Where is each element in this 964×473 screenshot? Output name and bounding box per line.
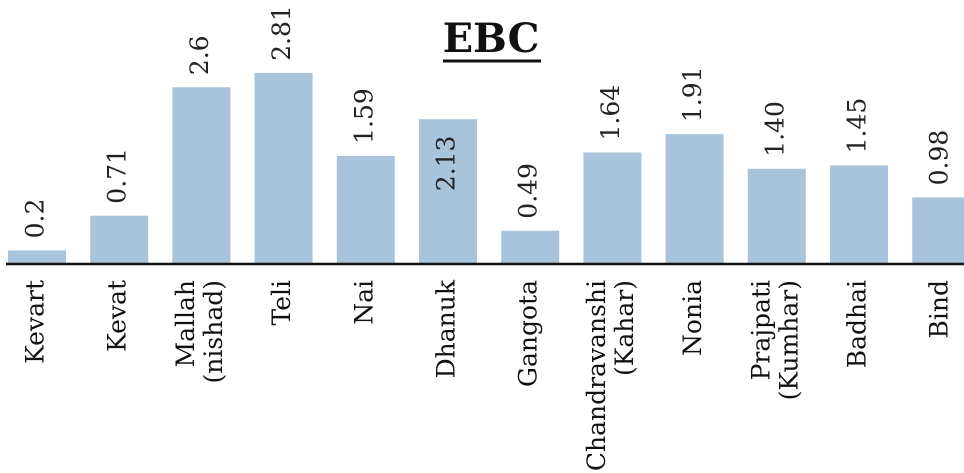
- category-labels-group: Kevart Kevat Mallah (nishad) Teli Nai Dhanuk Ga…: [21, 279, 954, 471]
- value-labels-group: 0.2 0.71 2.6 2.81 1.59 2.13 0.49 1.64 1.91 1.40 1.…: [21, 5, 954, 238]
- value-label-kevart: 0.2: [21, 199, 50, 239]
- bar-kevat: [90, 215, 149, 264]
- value-label-prajpati-kumhar: 1.40: [760, 101, 789, 157]
- bar-badhai: [830, 165, 888, 264]
- category-label-prajpati-kumhar-line-2: (Kumhar): [774, 280, 803, 400]
- bar-chandravanshi-kahar: [583, 152, 642, 264]
- value-label-kevat: 0.71: [103, 148, 132, 204]
- bar-teli: [254, 72, 313, 265]
- value-label-nonia: 1.91: [678, 66, 707, 122]
- chart-title: EBC: [443, 15, 540, 62]
- bar-kevart: [8, 250, 66, 264]
- category-label-mallah-nishad-line-2: (nishad): [199, 280, 228, 383]
- category-label-gangota: Gangota: [514, 280, 543, 387]
- value-label-chandravanshi-kahar: 1.64: [596, 85, 625, 141]
- bar-nonia: [665, 134, 724, 264]
- bar-gangota: [501, 230, 560, 264]
- value-label-nai: 1.59: [349, 88, 378, 144]
- category-label-mallah-nishad-line-1: Mallah: [171, 280, 200, 368]
- category-label-prajpati-kumhar-line-1: Prajpati: [746, 280, 775, 380]
- bar-dhanuk: [419, 119, 477, 264]
- category-label-chandravanshi-kahar-line-1: Chandravanshi: [582, 280, 611, 471]
- category-label-kevart: Kevart: [21, 280, 50, 364]
- category-label-kevat: Kevat: [103, 280, 132, 352]
- bar-nai: [336, 155, 395, 264]
- bar-mallah-nishad: [172, 87, 231, 264]
- value-label-teli: 2.81: [267, 5, 296, 61]
- value-label-gangota: 0.49: [514, 163, 543, 219]
- category-label-dhanuk: Dhanuk: [432, 279, 461, 378]
- category-label-bind: Bind: [925, 280, 954, 338]
- value-label-dhanuk: 2.13: [432, 136, 461, 192]
- value-label-badhai: 1.45: [843, 98, 872, 154]
- bar-prajpati-kumhar: [747, 168, 806, 264]
- category-label-teli: Teli: [267, 280, 296, 326]
- category-label-chandravanshi-kahar-line-2: (Kahar): [610, 280, 639, 376]
- value-label-mallah-nishad: 2.6: [185, 35, 214, 75]
- category-label-nonia: Nonia: [678, 280, 707, 356]
- category-label-nai: Nai: [349, 280, 378, 325]
- bar-bind: [912, 197, 964, 264]
- category-label-badhai: Badhai: [843, 280, 872, 368]
- bars-group: [8, 72, 964, 265]
- value-label-bind: 0.98: [925, 130, 954, 186]
